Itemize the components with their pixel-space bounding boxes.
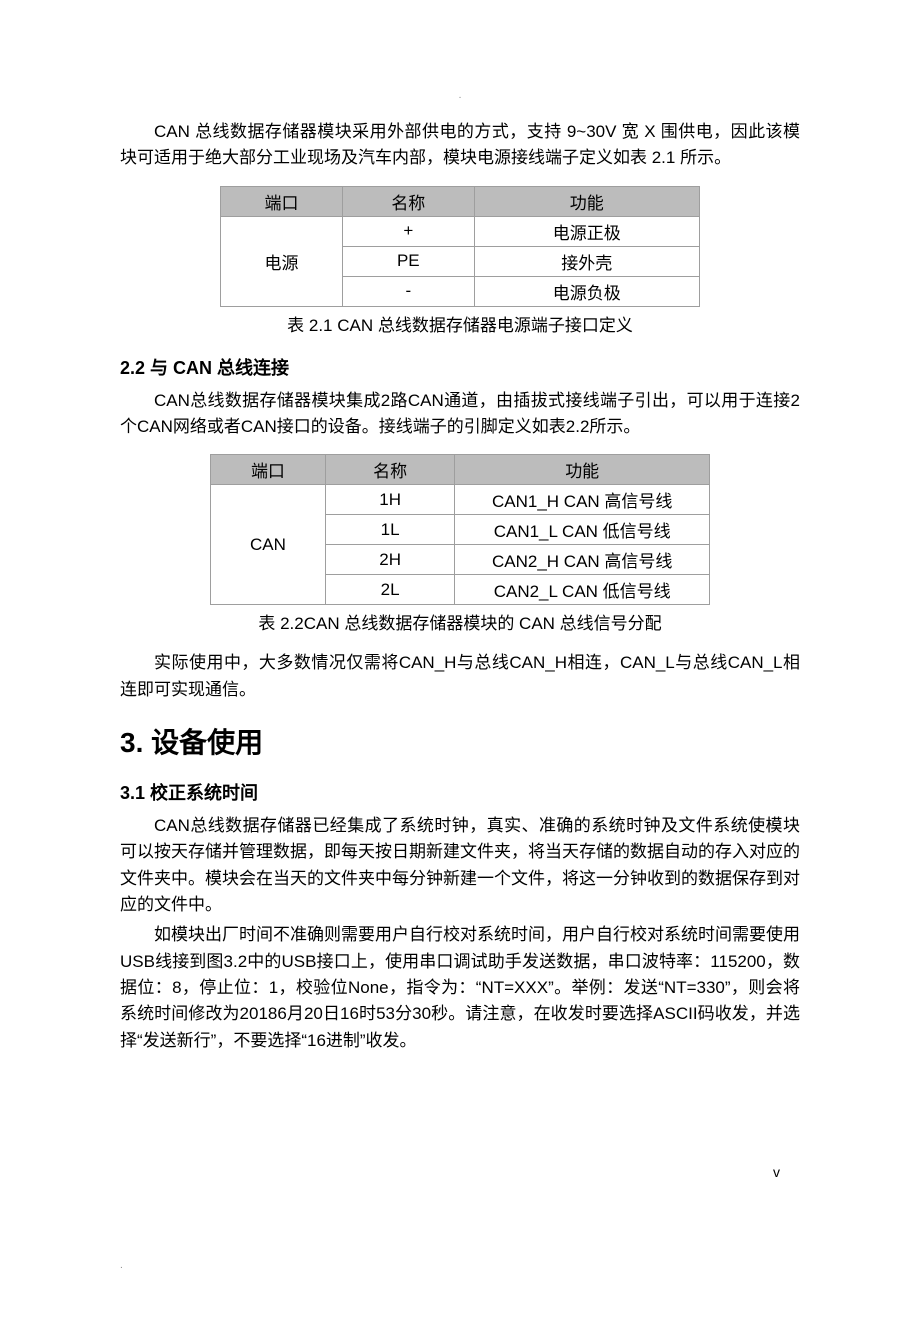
td-name: +: [343, 216, 474, 246]
page-number: v: [120, 1164, 800, 1180]
th-name: 名称: [343, 186, 474, 216]
td-func: 接外壳: [474, 246, 699, 276]
sec31-p1: CAN总线数据存储器已经集成了系统时钟，真实、准确的系统时钟及文件系统使模块可以…: [120, 813, 800, 918]
table-header-row: 端口 名称 功能: [221, 186, 700, 216]
td-port: 电源: [221, 216, 343, 306]
td-func: CAN2_L CAN 低信号线: [455, 575, 710, 605]
td-name: -: [343, 276, 474, 306]
table-row: 电源 + 电源正极: [221, 216, 700, 246]
td-func: CAN2_H CAN 高信号线: [455, 545, 710, 575]
td-func: CAN1_H CAN 高信号线: [455, 485, 710, 515]
th-func: 功能: [474, 186, 699, 216]
td-func: 电源负极: [474, 276, 699, 306]
td-name: PE: [343, 246, 474, 276]
table-header-row: 端口 名称 功能: [211, 455, 710, 485]
table1-caption: 表 2.1 CAN 总线数据存储器电源端子接口定义: [120, 311, 800, 336]
td-port: CAN: [211, 485, 326, 605]
td-name: 1H: [325, 485, 455, 515]
table2-caption: 表 2.2CAN 总线数据存储器模块的 CAN 总线信号分配: [120, 609, 800, 634]
table-can: 端口 名称 功能 CAN 1H CAN1_H CAN 高信号线 1L CAN1_…: [210, 454, 710, 605]
section-2-2-title: 2.2 与 CAN 总线连接: [120, 354, 800, 380]
page-content: . CAN 总线数据存储器模块采用外部供电的方式，支持 9~30V 宽 X 围供…: [0, 0, 920, 1331]
td-name: 2L: [325, 575, 455, 605]
sec22-after-paragraph: 实际使用中，大多数情况仅需将CAN_H与总线CAN_H相连，CAN_L与总线CA…: [120, 650, 800, 703]
th-name: 名称: [325, 455, 455, 485]
top-marker: .: [120, 90, 800, 101]
section-3-1-title: 3.1 校正系统时间: [120, 779, 800, 805]
td-name: 1L: [325, 515, 455, 545]
th-port: 端口: [221, 186, 343, 216]
chapter-3-title: 3. 设备使用: [120, 721, 800, 761]
table-power: 端口 名称 功能 电源 + 电源正极 PE 接外壳 - 电源负极: [220, 186, 700, 307]
td-name: 2H: [325, 545, 455, 575]
table-row: CAN 1H CAN1_H CAN 高信号线: [211, 485, 710, 515]
intro-paragraph: CAN 总线数据存储器模块采用外部供电的方式，支持 9~30V 宽 X 围供电，…: [120, 119, 800, 172]
td-func: CAN1_L CAN 低信号线: [455, 515, 710, 545]
td-func: 电源正极: [474, 216, 699, 246]
th-port: 端口: [211, 455, 326, 485]
bottom-marker: .: [120, 1260, 800, 1271]
th-func: 功能: [455, 455, 710, 485]
sec31-p2: 如模块出厂时间不准确则需要用户自行校对系统时间，用户自行校对系统时间需要使用US…: [120, 922, 800, 1054]
sec22-paragraph: CAN总线数据存储器模块集成2路CAN通道，由插拔式接线端子引出，可以用于连接2…: [120, 388, 800, 441]
